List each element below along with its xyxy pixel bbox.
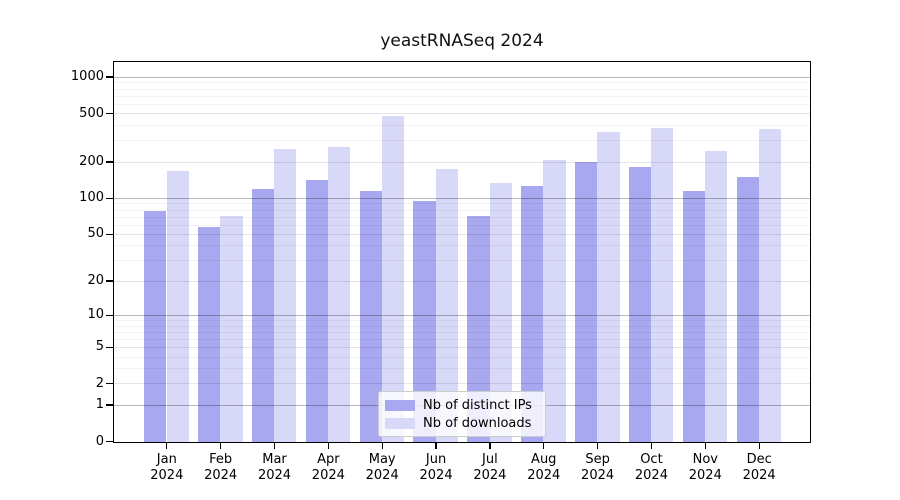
bar-jan-downloads <box>166 170 189 442</box>
bar-mar-downloads <box>274 148 297 442</box>
bar-jun-downloads <box>435 168 459 442</box>
gridline-1000 <box>114 76 810 78</box>
y-tick-label-50: 50 <box>87 226 104 242</box>
bar-jan-distinct-ips <box>144 211 167 442</box>
bar-oct-downloads <box>651 127 674 442</box>
gridline-700 <box>114 95 810 97</box>
y-tick-label-10: 10 <box>87 307 104 323</box>
y-tick-mark-100 <box>106 197 113 199</box>
y-tick-label-5: 5 <box>95 339 104 355</box>
legend-swatch-distinct-ips <box>385 400 415 411</box>
y-tick-mark-5 <box>106 346 113 348</box>
bar-feb-distinct-ips <box>198 226 221 442</box>
x-tick-label-dec: Dec 2024 <box>742 452 776 483</box>
x-tick-mark-oct <box>650 443 653 449</box>
x-tick-label-jun: Jun 2024 <box>419 452 453 483</box>
y-tick-label-1000: 1000 <box>70 69 104 85</box>
x-tick-mark-jun <box>435 443 437 449</box>
bar-aug-downloads <box>543 159 566 442</box>
y-tick-label-200: 200 <box>79 153 104 169</box>
legend-item-distinct-ips: Nb of distinct IPs <box>385 397 545 414</box>
x-tick-label-apr: Apr 2024 <box>311 452 345 483</box>
bar-oct-distinct-ips <box>628 166 652 442</box>
gridline-600 <box>114 103 810 105</box>
x-tick-mark-feb <box>220 443 222 449</box>
y-tick-mark-1000 <box>106 76 113 78</box>
y-tick-label-20: 20 <box>87 273 104 289</box>
y-tick-label-0: 0 <box>95 433 104 449</box>
legend-label-downloads: Nb of downloads <box>423 415 532 431</box>
bar-aug-distinct-ips <box>521 185 544 442</box>
bar-may-downloads <box>381 116 405 442</box>
x-tick-label-jul: Jul 2024 <box>473 452 507 483</box>
legend: Nb of distinct IPs Nb of downloads <box>378 391 546 437</box>
y-tick-label-2: 2 <box>95 375 104 391</box>
x-tick-label-feb: Feb 2024 <box>204 452 238 483</box>
x-tick-mark-jul <box>489 443 491 449</box>
gridline-500 <box>114 113 810 115</box>
plot-area <box>113 61 811 443</box>
bar-apr-distinct-ips <box>305 179 329 442</box>
x-tick-label-jan: Jan 2024 <box>150 452 184 483</box>
x-tick-label-mar: Mar 2024 <box>257 452 292 483</box>
gridline-800 <box>114 88 810 90</box>
y-tick-mark-10 <box>106 314 113 316</box>
legend-swatch-downloads <box>385 418 415 429</box>
bar-sep-downloads <box>597 131 620 442</box>
x-tick-mark-apr <box>327 443 329 449</box>
y-tick-mark-20 <box>106 280 113 282</box>
y-tick-mark-1 <box>106 404 113 406</box>
x-tick-mark-nov <box>704 443 706 449</box>
x-tick-mark-dec <box>758 443 760 449</box>
y-tick-mark-2 <box>106 383 113 385</box>
y-tick-mark-500 <box>106 113 113 115</box>
bar-jul-distinct-ips <box>467 215 490 442</box>
gridline-400 <box>114 125 810 127</box>
x-tick-mark-may <box>381 443 383 449</box>
bar-feb-downloads <box>220 216 243 442</box>
y-tick-label-1: 1 <box>95 397 104 413</box>
bar-sep-distinct-ips <box>575 162 598 442</box>
gridline-300 <box>114 140 810 142</box>
bar-apr-downloads <box>328 146 351 442</box>
y-tick-mark-50 <box>106 233 113 235</box>
x-tick-label-nov: Nov 2024 <box>688 452 722 483</box>
bar-jul-downloads <box>489 182 512 442</box>
x-tick-mark-mar <box>273 443 276 449</box>
bar-dec-downloads <box>758 128 782 442</box>
bar-jun-distinct-ips <box>413 200 436 442</box>
y-tick-label-100: 100 <box>79 190 104 206</box>
x-tick-label-sep: Sep 2024 <box>581 452 615 483</box>
x-tick-mark-jan <box>166 443 168 449</box>
bar-mar-distinct-ips <box>251 189 275 442</box>
bar-nov-downloads <box>705 150 728 442</box>
x-tick-label-aug: Aug 2024 <box>527 452 561 483</box>
chart-title: yeastRNASeq 2024 <box>380 31 544 51</box>
bar-dec-distinct-ips <box>736 176 759 442</box>
y-tick-mark-200 <box>106 161 113 163</box>
legend-label-distinct-ips: Nb of distinct IPs <box>423 397 532 413</box>
y-tick-mark-0 <box>106 441 113 443</box>
legend-item-downloads: Nb of downloads <box>385 415 545 432</box>
bar-nov-distinct-ips <box>682 190 705 442</box>
x-tick-mark-sep <box>596 443 599 449</box>
y-tick-label-500: 500 <box>79 105 104 121</box>
gridline-900 <box>114 82 810 84</box>
x-tick-label-oct: Oct 2024 <box>634 452 668 483</box>
x-tick-label-may: May 2024 <box>365 452 399 483</box>
bar-may-distinct-ips <box>359 190 382 442</box>
x-tick-mark-aug <box>543 443 545 449</box>
